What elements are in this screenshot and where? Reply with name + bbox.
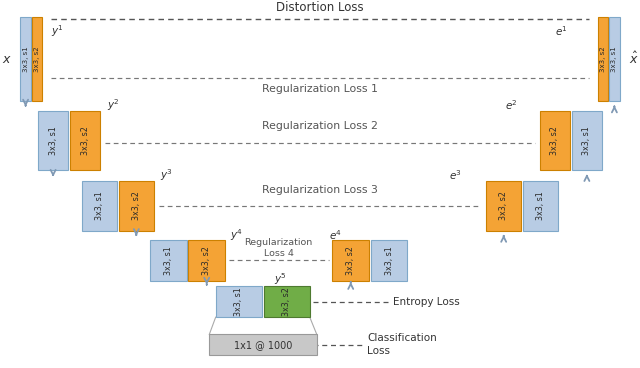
Bar xyxy=(38,111,68,170)
Text: 3x3, s2: 3x3, s2 xyxy=(550,126,559,155)
Bar xyxy=(216,286,262,317)
Text: $e^3$: $e^3$ xyxy=(449,169,462,182)
Text: 3x3, s1: 3x3, s1 xyxy=(582,126,591,155)
Bar xyxy=(20,17,31,101)
Text: $e^1$: $e^1$ xyxy=(555,24,568,38)
Bar xyxy=(188,240,225,281)
Bar xyxy=(119,181,154,231)
Text: x: x xyxy=(3,53,10,66)
Text: 3x3, s2: 3x3, s2 xyxy=(81,126,90,155)
Text: 3x3, s1: 3x3, s1 xyxy=(164,246,173,275)
Text: 3x3, s2: 3x3, s2 xyxy=(34,46,40,72)
Text: 3x3, s2: 3x3, s2 xyxy=(132,191,141,220)
Text: 3x3, s1: 3x3, s1 xyxy=(22,46,29,72)
Bar xyxy=(524,181,559,231)
Text: $y^2$: $y^2$ xyxy=(106,97,119,113)
Bar xyxy=(32,17,42,101)
Bar xyxy=(609,17,620,101)
Text: 3x3, s1: 3x3, s1 xyxy=(611,46,618,72)
Bar xyxy=(70,111,100,170)
Text: Regularization Loss 2: Regularization Loss 2 xyxy=(262,121,378,131)
Text: Distortion Loss: Distortion Loss xyxy=(276,1,364,14)
Bar xyxy=(540,111,570,170)
Text: Regularization Loss 3: Regularization Loss 3 xyxy=(262,185,378,195)
Text: 3x3, s1: 3x3, s1 xyxy=(234,287,243,316)
Text: Classification
Loss: Classification Loss xyxy=(367,333,437,356)
Text: 3x3, s1: 3x3, s1 xyxy=(49,126,58,155)
Bar xyxy=(264,286,310,317)
Bar xyxy=(209,335,317,355)
Text: 3x3, s2: 3x3, s2 xyxy=(600,46,606,72)
Text: 3x3, s2: 3x3, s2 xyxy=(282,287,291,316)
Text: $\hat{x}$: $\hat{x}$ xyxy=(628,51,639,67)
Text: $y^3$: $y^3$ xyxy=(160,167,173,183)
Bar xyxy=(371,240,408,281)
Bar xyxy=(486,181,522,231)
Text: 3x3, s2: 3x3, s2 xyxy=(202,246,211,275)
Bar xyxy=(82,181,116,231)
Text: $e^2$: $e^2$ xyxy=(505,98,518,112)
Text: $e^4$: $e^4$ xyxy=(330,228,342,242)
Text: 3x3, s1: 3x3, s1 xyxy=(95,191,104,220)
Bar xyxy=(150,240,187,281)
Text: Regularization
Loss 4: Regularization Loss 4 xyxy=(244,238,313,258)
Text: $y^5$: $y^5$ xyxy=(274,271,287,287)
Text: Regularization Loss 1: Regularization Loss 1 xyxy=(262,84,378,94)
Bar xyxy=(333,240,369,281)
Text: 3x3, s1: 3x3, s1 xyxy=(536,191,545,220)
Text: $y^4$: $y^4$ xyxy=(230,227,243,243)
Text: Entropy Loss: Entropy Loss xyxy=(393,297,460,307)
Text: 3x3, s2: 3x3, s2 xyxy=(346,246,355,275)
Bar xyxy=(572,111,602,170)
Bar xyxy=(598,17,608,101)
Text: $y^1$: $y^1$ xyxy=(51,23,64,39)
Text: 1x1 @ 1000: 1x1 @ 1000 xyxy=(234,340,292,350)
Text: 3x3, s2: 3x3, s2 xyxy=(499,191,508,220)
Text: 3x3, s1: 3x3, s1 xyxy=(385,246,394,275)
